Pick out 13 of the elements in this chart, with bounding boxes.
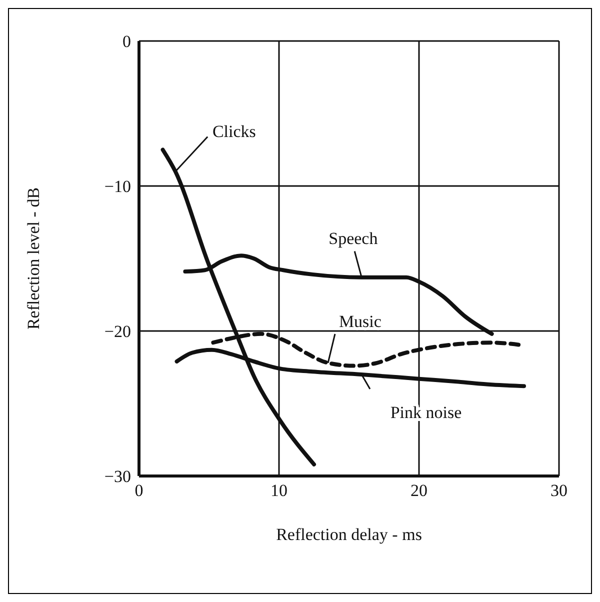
x-tick-label: 10 xyxy=(270,481,288,500)
y-tick-label: −10 xyxy=(104,177,131,196)
series-label: Music xyxy=(338,312,382,331)
y-tick-label: −30 xyxy=(104,467,131,486)
series-label: Speech xyxy=(328,229,378,248)
text: Clicks xyxy=(212,122,256,141)
x-tick-label: 20 xyxy=(410,481,428,500)
y-tick-label: 0 xyxy=(122,32,131,52)
y-axis-title: Reflection level - dB xyxy=(24,187,44,330)
x-axis-title: Reflection delay - ms xyxy=(276,525,422,544)
x-tick-label: 0 xyxy=(134,481,144,500)
x-tick-label: 30 xyxy=(550,481,568,500)
y-tick-label: −20 xyxy=(104,322,131,342)
